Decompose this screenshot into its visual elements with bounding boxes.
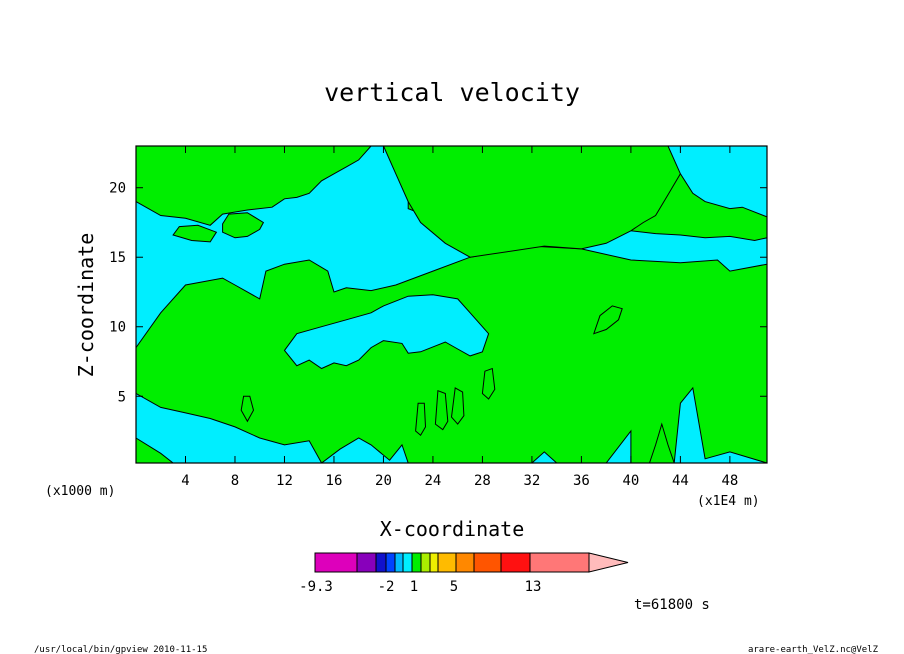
x-tick-label: 24 [425, 473, 442, 489]
colorbar-segment [473, 552, 502, 573]
y-tick-label: 15 [109, 250, 126, 266]
contour-green-blob-4 [240, 395, 255, 423]
x-tick-label: 12 [276, 473, 293, 489]
colorbar-segment [394, 552, 404, 573]
y-tick-label: 20 [109, 181, 126, 197]
x-unit-left: (x1000 m) [45, 484, 115, 499]
colorbar-segment [314, 552, 358, 573]
plot-area [135, 145, 768, 464]
x-tick-label: 28 [474, 473, 491, 489]
y-tick-label: 5 [118, 389, 126, 405]
contour-regions [135, 145, 768, 464]
colorbar-arrow [588, 552, 629, 573]
colorbar-segment [411, 552, 422, 573]
contour-green-blob-3 [592, 305, 623, 335]
colorbar-segment [420, 552, 431, 573]
x-axis-label: X-coordinate [380, 517, 525, 541]
colorbar [314, 552, 629, 573]
contour-green-blob-8 [415, 402, 427, 436]
x-tick-label: 40 [622, 473, 639, 489]
y-axis-ticks: 5 10 15 20 [109, 181, 767, 405]
footer-right: arare-earth_VelZ.nc@VelZ [748, 645, 879, 654]
chart-title: vertical velocity [324, 78, 580, 107]
colorbar-segment [500, 552, 531, 573]
contour-green-blob-7 [434, 389, 449, 431]
plot-frame [135, 145, 768, 464]
contour-green-ridge [382, 145, 694, 258]
x-tick-label: 36 [573, 473, 590, 489]
x-tick-label: 16 [326, 473, 343, 489]
x-unit-right: (x1E4 m) [697, 494, 760, 509]
colorbar-segment [529, 552, 590, 573]
colorbar-segment [375, 552, 387, 573]
time-label: t=61800 s [634, 597, 710, 613]
y-tick-label: 10 [109, 320, 126, 336]
colorbar-segment [356, 552, 377, 573]
x-tick-label: 8 [231, 473, 239, 489]
x-tick-label: 44 [672, 473, 689, 489]
contour-green-blob-5 [481, 367, 496, 400]
contour-green-blob-6 [450, 387, 465, 425]
contour-green-blob-2 [172, 224, 218, 243]
colorbar-tick-label: 13 [525, 579, 542, 595]
x-axis-ticks: 4 8 12 16 20 24 28 32 36 40 44 48 [181, 146, 738, 489]
x-tick-label: 48 [721, 473, 738, 489]
contour-cyan-lobe-2 [283, 294, 490, 370]
colorbar-tick-label: -9.3 [299, 579, 333, 595]
y-axis-label: Z-coordinate [74, 233, 98, 378]
colorbar-tick-label: -2 [378, 579, 395, 595]
x-tick-label: 32 [523, 473, 540, 489]
contour-green-top [135, 145, 373, 226]
colorbar-segment [437, 552, 457, 573]
x-tick-label: 20 [375, 473, 392, 489]
colorbar-tick-label: 1 [410, 579, 418, 595]
colorbar-segment [429, 552, 439, 573]
colorbar-segment [385, 552, 396, 573]
colorbar-tick-labels: -9.3 -2 1 5 13 [299, 579, 541, 595]
contour-green-blob-1 [222, 212, 265, 239]
colorbar-segment [402, 552, 413, 573]
colorbar-tick-label: 5 [450, 579, 458, 595]
x-tick-label: 4 [181, 473, 189, 489]
colorbar-segment [455, 552, 475, 573]
footer-left: /usr/local/bin/gpview 2010-11-15 [34, 645, 207, 654]
